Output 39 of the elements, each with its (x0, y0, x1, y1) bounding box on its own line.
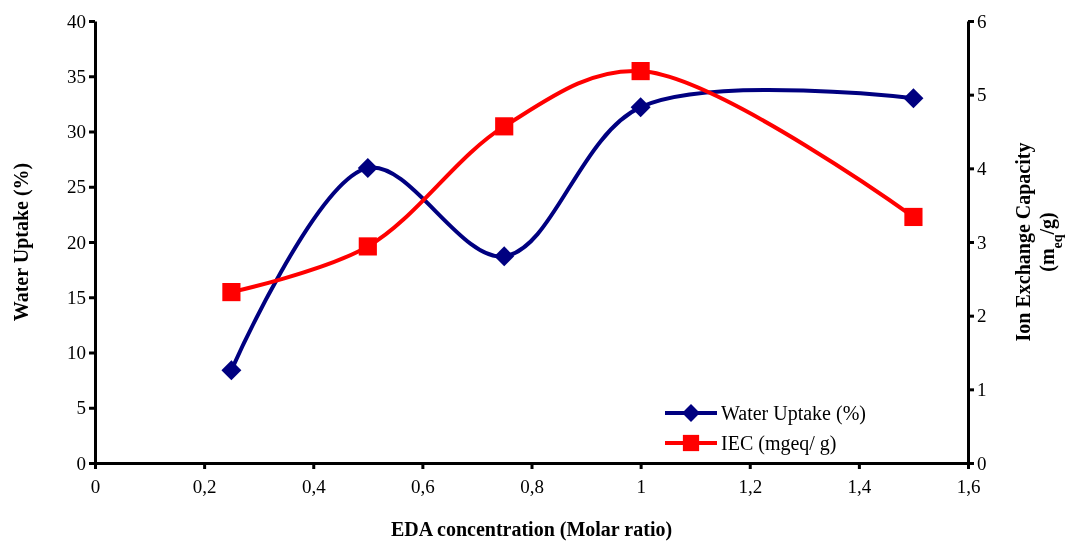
y2-tick-label: 6 (977, 10, 987, 32)
y-tick-label: 20 (67, 231, 86, 253)
point (357, 157, 378, 178)
y-axis-title: Water Uptake (%) (10, 162, 33, 322)
point (494, 246, 515, 267)
point (903, 88, 924, 109)
point (630, 97, 651, 118)
legend-label: IEC (mgeq/ g) (721, 432, 837, 455)
point (904, 207, 923, 227)
y-tick-label: 40 (67, 10, 86, 32)
y-tick-label: 10 (67, 342, 86, 364)
y-tick-label: 15 (67, 286, 86, 308)
y-tick-label: 25 (67, 176, 86, 198)
x-tick-label: 1,2 (738, 475, 763, 497)
y2-tick-label: 5 (977, 84, 987, 106)
x-tick-label: 1 (636, 475, 646, 497)
y2-tick-label: 4 (977, 157, 987, 179)
x-axis-title: EDA concentration (Molar ratio) (390, 518, 673, 541)
y-tick-label: 30 (67, 121, 86, 143)
x-tick-label: 0,8 (520, 475, 544, 497)
y-tick-label: 0 (76, 452, 86, 474)
point (358, 237, 377, 256)
x-tick-label: 1,4 (847, 475, 872, 497)
y2-tick-label: 2 (977, 305, 987, 327)
x-tick-label: 0,4 (301, 475, 327, 497)
x-tick-label: 1,6 (956, 475, 981, 497)
y2-tick-label: 3 (977, 231, 987, 253)
y-tick-label: 5 (76, 397, 86, 419)
point (495, 117, 514, 136)
x-tick-label: 0 (90, 475, 101, 497)
y2-tick-label: 1 (977, 378, 987, 400)
y2-tick-label: 0 (977, 452, 987, 474)
x-tick-label: 0,2 (192, 475, 217, 497)
legend-label: Water Uptake (%) (721, 402, 866, 425)
point (221, 360, 242, 381)
x-tick-label: 0,6 (411, 475, 435, 497)
point (222, 283, 241, 302)
y-tick-label: 35 (67, 65, 86, 87)
point (631, 62, 650, 81)
